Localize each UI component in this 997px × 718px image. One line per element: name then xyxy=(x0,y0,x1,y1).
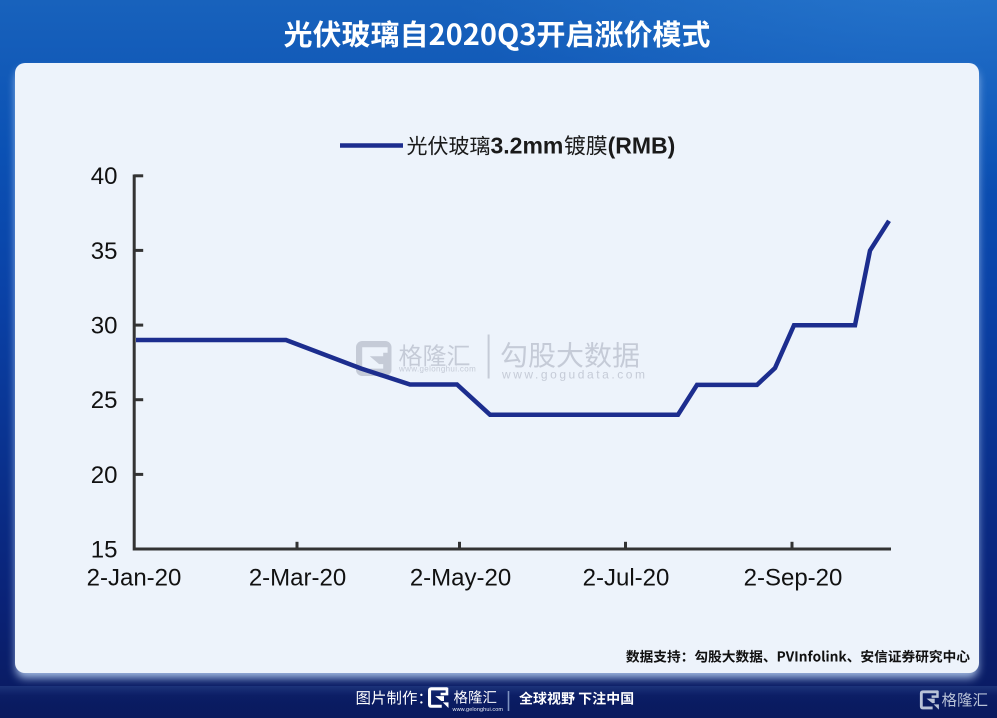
svg-text:2-Jul-20: 2-Jul-20 xyxy=(583,565,670,592)
svg-text:25: 25 xyxy=(91,387,118,414)
svg-text:20: 20 xyxy=(91,462,118,489)
svg-text:www.gelonghui.com: www.gelonghui.com xyxy=(398,365,476,374)
svg-text:www.gelonghui.com: www.gelonghui.com xyxy=(452,707,504,713)
svg-text:www.gogudata.com: www.gogudata.com xyxy=(501,368,648,382)
svg-text:2-Mar-20: 2-Mar-20 xyxy=(249,565,346,592)
svg-text:3.2mm: 3.2mm xyxy=(491,133,564,159)
svg-text:35: 35 xyxy=(91,238,118,265)
svg-text:2-Sep-20: 2-Sep-20 xyxy=(744,565,843,592)
svg-text:2-Jan-20: 2-Jan-20 xyxy=(87,565,182,592)
svg-text:30: 30 xyxy=(91,313,118,340)
svg-text:2-May-20: 2-May-20 xyxy=(410,565,511,592)
svg-text:15: 15 xyxy=(91,537,118,564)
svg-text:40: 40 xyxy=(91,163,118,190)
svg-text:(RMB): (RMB) xyxy=(608,133,676,159)
